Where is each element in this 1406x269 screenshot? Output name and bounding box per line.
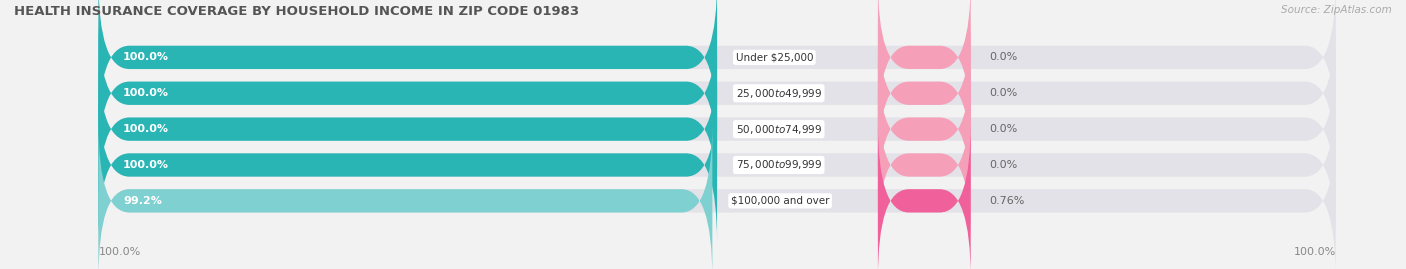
FancyBboxPatch shape	[877, 0, 970, 135]
FancyBboxPatch shape	[98, 51, 717, 207]
FancyBboxPatch shape	[98, 87, 1336, 243]
FancyBboxPatch shape	[98, 0, 717, 135]
Text: Under $25,000: Under $25,000	[735, 52, 813, 62]
Text: HEALTH INSURANCE COVERAGE BY HOUSEHOLD INCOME IN ZIP CODE 01983: HEALTH INSURANCE COVERAGE BY HOUSEHOLD I…	[14, 5, 579, 18]
Text: $75,000 to $99,999: $75,000 to $99,999	[735, 158, 823, 171]
Text: 0.76%: 0.76%	[990, 196, 1025, 206]
FancyBboxPatch shape	[98, 15, 1336, 171]
Text: 0.0%: 0.0%	[990, 88, 1018, 98]
Text: 100.0%: 100.0%	[98, 247, 141, 257]
Text: 100.0%: 100.0%	[124, 160, 169, 170]
Text: 99.2%: 99.2%	[124, 196, 162, 206]
FancyBboxPatch shape	[877, 87, 970, 243]
Text: 100.0%: 100.0%	[1294, 247, 1336, 257]
Text: $50,000 to $74,999: $50,000 to $74,999	[735, 123, 823, 136]
FancyBboxPatch shape	[98, 123, 713, 269]
FancyBboxPatch shape	[98, 87, 717, 243]
Text: 100.0%: 100.0%	[124, 88, 169, 98]
Text: 0.0%: 0.0%	[990, 160, 1018, 170]
FancyBboxPatch shape	[98, 123, 1336, 269]
FancyBboxPatch shape	[877, 51, 970, 207]
Text: 100.0%: 100.0%	[124, 52, 169, 62]
FancyBboxPatch shape	[98, 51, 1336, 207]
FancyBboxPatch shape	[98, 15, 717, 171]
FancyBboxPatch shape	[98, 0, 1336, 135]
Text: $25,000 to $49,999: $25,000 to $49,999	[735, 87, 823, 100]
FancyBboxPatch shape	[877, 123, 970, 269]
Text: $100,000 and over: $100,000 and over	[731, 196, 830, 206]
Text: Source: ZipAtlas.com: Source: ZipAtlas.com	[1281, 5, 1392, 15]
FancyBboxPatch shape	[877, 15, 970, 171]
Text: 100.0%: 100.0%	[124, 124, 169, 134]
Text: 0.0%: 0.0%	[990, 124, 1018, 134]
Text: 0.0%: 0.0%	[990, 52, 1018, 62]
Legend: With Coverage, Without Coverage: With Coverage, Without Coverage	[593, 265, 841, 269]
